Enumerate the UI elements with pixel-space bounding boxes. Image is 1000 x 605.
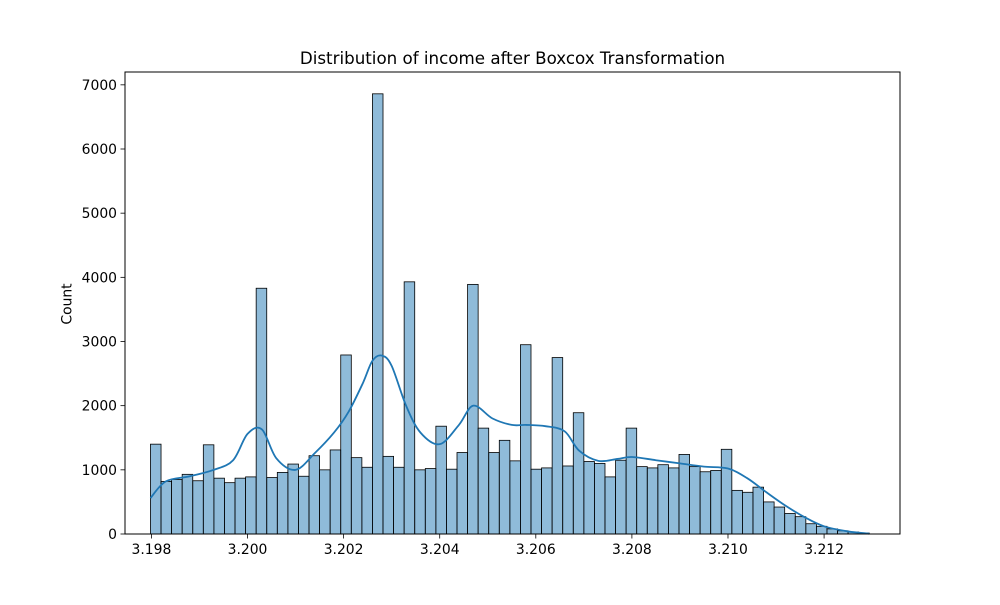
histogram-bar: [784, 513, 796, 535]
histogram-bar: [435, 425, 447, 535]
histogram-bar: [625, 427, 638, 535]
histogram-bar: [646, 467, 659, 535]
histogram-bar: [298, 475, 310, 535]
histogram-bar: [562, 465, 574, 535]
histogram-bar: [689, 466, 701, 535]
histogram-bar: [276, 471, 289, 535]
y-tick-label: 0: [108, 527, 117, 543]
histogram-bar: [150, 443, 162, 535]
histogram-bar: [551, 357, 564, 535]
histogram-bar: [742, 491, 754, 535]
y-tick-label: 1000: [82, 463, 117, 479]
histogram-bar: [530, 468, 542, 535]
histogram-bar: [181, 473, 194, 535]
histogram-bar: [699, 471, 712, 535]
histogram-bar: [731, 489, 743, 535]
histogram-bar: [160, 480, 173, 535]
histogram-bar: [594, 463, 606, 535]
histogram-bar: [520, 344, 532, 535]
histogram-bar: [604, 476, 616, 535]
x-tick-label: 3.208: [612, 542, 652, 558]
histogram-bar: [171, 479, 183, 535]
histogram-bar: [477, 427, 490, 535]
y-tick-label: 7000: [82, 78, 117, 94]
histogram-bar: [720, 448, 733, 535]
x-tick-label: 3.206: [516, 542, 556, 558]
histogram-bar: [202, 444, 215, 535]
y-tick-label: 4000: [82, 270, 117, 286]
histogram-bar: [488, 452, 500, 535]
histogram-bar: [308, 455, 320, 535]
y-axis-title: Count: [60, 283, 76, 325]
histogram-bar: [393, 466, 405, 535]
histogram-bar: [287, 463, 299, 535]
histogram-bar: [403, 281, 416, 535]
histogram-bar: [255, 287, 268, 535]
x-tick-label: 3.200: [228, 542, 268, 558]
histogram-bar: [424, 468, 437, 535]
kde-layer: [149, 354, 870, 535]
y-tick-label: 3000: [82, 335, 117, 351]
histogram-bar: [456, 452, 468, 535]
histogram-bar: [340, 354, 352, 535]
histogram-bar: [234, 477, 246, 535]
x-tick-label: 3.204: [420, 542, 460, 558]
x-tick-label: 3.202: [324, 542, 364, 558]
histogram-bar: [361, 466, 373, 535]
y-tick-label: 6000: [82, 142, 117, 158]
histogram-bar: [710, 470, 722, 535]
bars-layer: [150, 93, 870, 535]
histogram-bar: [213, 477, 225, 535]
histogram-bar: [319, 469, 331, 535]
histogram-bar: [668, 467, 680, 535]
histogram-bar: [350, 457, 363, 535]
histogram-bar: [446, 468, 458, 535]
histogram-bar: [245, 476, 257, 535]
histogram-bar: [414, 469, 426, 535]
histogram-bar: [678, 454, 690, 535]
histogram-bar: [583, 461, 595, 535]
kde-curve: [149, 354, 870, 535]
histogram-bar: [805, 523, 817, 535]
y-tick-label: 5000: [82, 206, 117, 222]
histogram-bar: [657, 464, 669, 535]
chart-title: Distribution of income after Boxcox Tran…: [300, 48, 725, 68]
x-tick-label: 3.212: [804, 542, 844, 558]
histogram-bar: [794, 516, 807, 535]
histogram-bar: [572, 412, 585, 535]
histogram-bar: [498, 439, 511, 535]
histogram-bar: [266, 477, 278, 535]
histogram-bar: [329, 449, 342, 535]
histogram-bar: [509, 460, 521, 535]
histogram-bar: [636, 466, 648, 535]
histogram-bar: [382, 455, 394, 535]
histogram-bar: [224, 482, 236, 535]
axes-layer: 3.198 3.200 3.202 3.204 3.206 3.208 3.210 3.212…: [82, 71, 901, 558]
histogram-bar: [615, 459, 627, 535]
histogram-bar: [192, 480, 204, 535]
histogram-bar: [773, 506, 786, 535]
y-tick-label: 2000: [82, 399, 117, 415]
x-tick-label: 3.210: [708, 542, 748, 558]
histogram-bar: [541, 467, 553, 535]
plot-frame: [124, 71, 901, 535]
histogram-bar: [763, 501, 775, 535]
x-tick-label: 3.198: [132, 542, 172, 558]
histogram-bar: [752, 486, 764, 535]
histogram-bar: [372, 93, 384, 535]
